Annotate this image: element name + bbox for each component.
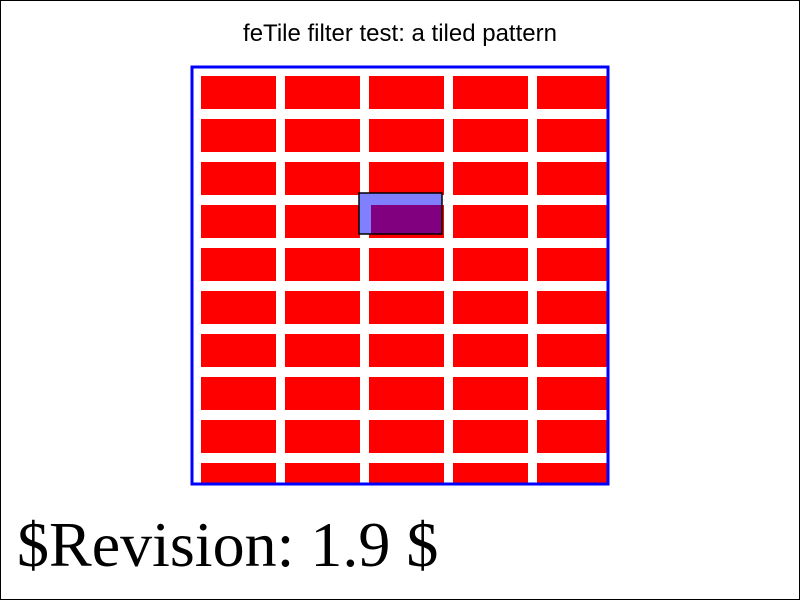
pattern-tile bbox=[201, 205, 276, 238]
pattern-tile bbox=[537, 463, 607, 483]
pattern-tile bbox=[201, 420, 276, 453]
page-title: feTile filter test: a tiled pattern bbox=[243, 20, 557, 47]
pattern-border bbox=[190, 65, 610, 486]
pattern-tile bbox=[285, 119, 360, 152]
tile-source-outline bbox=[358, 192, 443, 235]
pattern-tile bbox=[369, 76, 444, 109]
pattern-tile bbox=[369, 162, 444, 195]
pattern-tile bbox=[537, 76, 607, 109]
pattern-tile bbox=[453, 463, 528, 483]
pattern-tile bbox=[285, 248, 360, 281]
pattern-tile bbox=[369, 420, 444, 453]
pattern-tile bbox=[453, 420, 528, 453]
tile-source-overlay bbox=[358, 192, 443, 235]
pattern-tile bbox=[285, 162, 360, 195]
pattern-tile bbox=[453, 248, 528, 281]
pattern-tile bbox=[537, 119, 607, 152]
pattern-tile bbox=[453, 162, 528, 195]
pattern-tile bbox=[285, 205, 360, 238]
pattern-tile bbox=[369, 334, 444, 367]
pattern-tile bbox=[285, 334, 360, 367]
tile-grid bbox=[201, 76, 607, 483]
pattern-tile bbox=[537, 420, 607, 453]
pattern-tile bbox=[453, 377, 528, 410]
pattern-tile bbox=[369, 248, 444, 281]
pattern-tile bbox=[537, 162, 607, 195]
pattern-tile bbox=[537, 334, 607, 367]
pattern-tile bbox=[201, 334, 276, 367]
pattern-tile bbox=[453, 205, 528, 238]
pattern-tile bbox=[453, 291, 528, 324]
pattern-tile bbox=[537, 205, 607, 238]
pattern-tile bbox=[537, 291, 607, 324]
pattern-tile bbox=[285, 377, 360, 410]
pattern-tile bbox=[285, 291, 360, 324]
pattern-tile bbox=[201, 119, 276, 152]
pattern-tile bbox=[453, 119, 528, 152]
pattern-tile bbox=[285, 420, 360, 453]
pattern-tile bbox=[201, 463, 276, 483]
pattern-tile bbox=[369, 119, 444, 152]
pattern-tile bbox=[285, 463, 360, 483]
pattern-tile bbox=[201, 248, 276, 281]
pattern-tile bbox=[453, 334, 528, 367]
revision-label: $Revision: 1.9 $ bbox=[17, 509, 439, 580]
pattern-tile bbox=[201, 162, 276, 195]
pattern-tile bbox=[537, 248, 607, 281]
tile-overlap-region bbox=[371, 205, 442, 234]
pattern-tile bbox=[369, 463, 444, 483]
pattern-tile bbox=[369, 291, 444, 324]
pattern-tile bbox=[453, 76, 528, 109]
pattern-tile bbox=[201, 377, 276, 410]
pattern-tile bbox=[285, 76, 360, 109]
pattern-tile bbox=[201, 76, 276, 109]
pattern-tile bbox=[537, 377, 607, 410]
pattern-tile bbox=[201, 291, 276, 324]
pattern-tile bbox=[369, 377, 444, 410]
